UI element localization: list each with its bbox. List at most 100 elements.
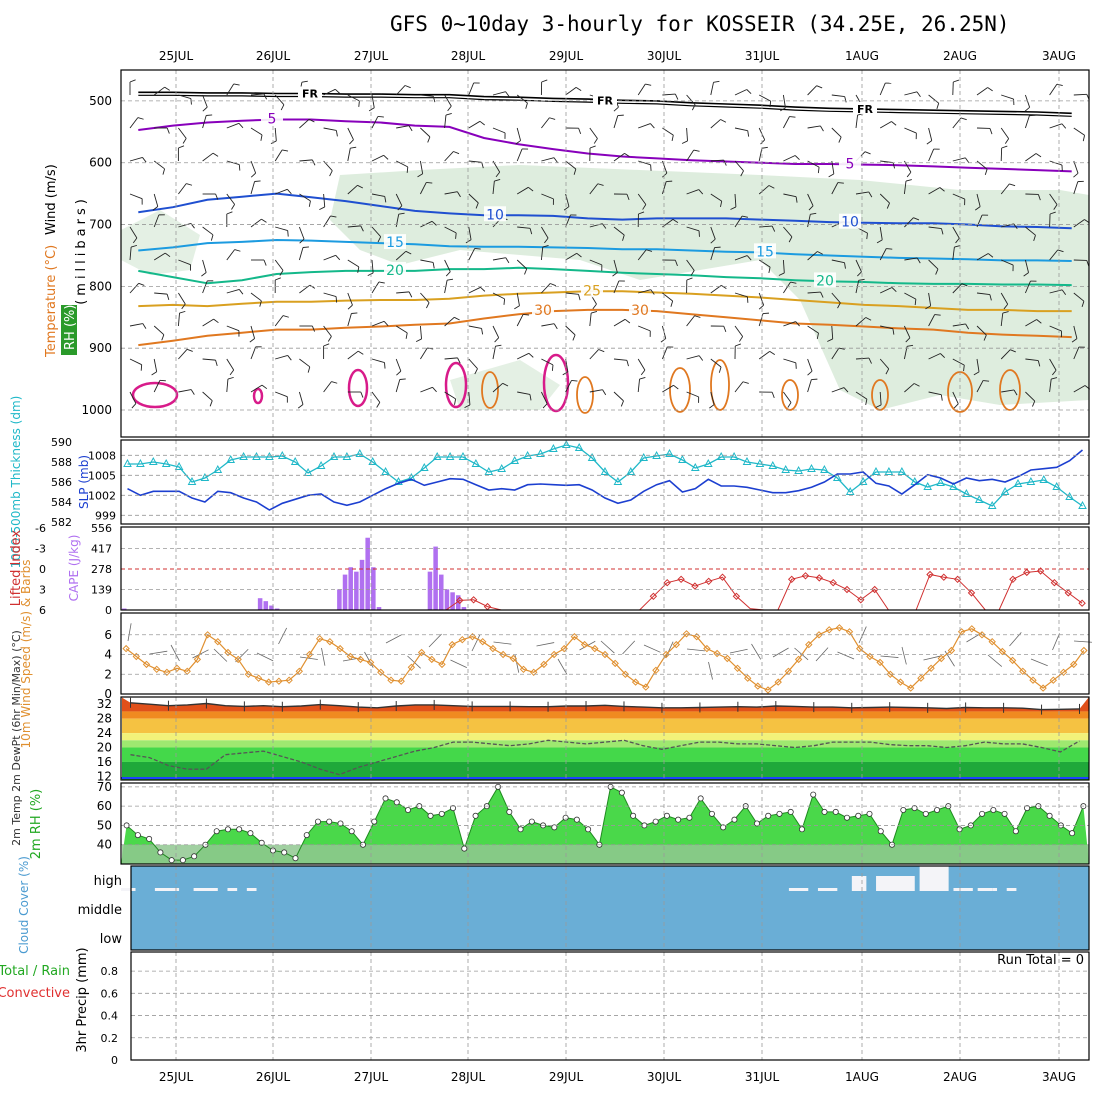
wind-speed-marker <box>387 676 395 684</box>
wind-barb <box>928 94 939 104</box>
wind-barb-flag <box>940 394 943 401</box>
wind-barb <box>807 160 820 168</box>
wind-barb-flag <box>843 387 849 393</box>
wind-barb <box>516 314 524 327</box>
cape-bar <box>427 571 433 610</box>
wind-barb-flag <box>270 140 277 145</box>
thickness-marker <box>1000 486 1010 495</box>
wind-barb <box>879 226 883 240</box>
wind-barb-flag <box>718 366 722 373</box>
wind-barb <box>928 187 941 195</box>
wind-barb-flag <box>983 334 987 341</box>
rh-marker <box>844 814 851 821</box>
temperature-line <box>130 702 1080 711</box>
wind-barb-flag <box>360 225 364 232</box>
isotherm-label-bg <box>384 261 406 277</box>
wind-barb-flag <box>417 173 423 178</box>
rh-marker <box>855 812 862 819</box>
wind-barb-flag <box>690 270 695 276</box>
wind-barb <box>637 379 641 393</box>
wind-barb-flag <box>1013 223 1018 230</box>
thickness-marker <box>897 466 907 475</box>
wind-barb <box>420 94 434 97</box>
wind-barb-flag <box>415 338 422 343</box>
isotherm-label-15: 15 <box>756 244 774 260</box>
wind-barb <box>541 226 549 239</box>
wind-barb-flag <box>227 376 234 380</box>
wind-barb <box>565 252 577 261</box>
wind-barb <box>395 160 408 168</box>
wind-barb-flag <box>989 128 993 135</box>
wind-barb-flag <box>747 130 750 137</box>
wind-barb <box>710 247 716 261</box>
wind-barb <box>928 314 936 327</box>
li-axis-label: Lifted Index <box>9 529 24 606</box>
wind-barb-flag <box>368 107 375 112</box>
wind-barb-flag <box>323 343 330 347</box>
wind-barb <box>420 220 433 228</box>
cape-tick-label: 556 <box>91 522 112 535</box>
temp-tick-label: 12 <box>97 769 112 783</box>
wind-barb-flag <box>914 299 917 306</box>
wind-barb <box>903 325 911 338</box>
rh-marker <box>506 808 513 815</box>
wind-speed-marker <box>662 650 670 659</box>
wind-barb-flag <box>626 360 629 367</box>
wind-barb-10m <box>428 633 442 648</box>
slp-tick-label: 1002 <box>88 489 116 502</box>
wind-barb <box>444 259 451 272</box>
wind-barb-flag <box>612 272 618 277</box>
wind-barb <box>637 249 647 261</box>
wind-barb <box>275 188 288 195</box>
rh-marker <box>134 832 141 839</box>
wind-barb <box>952 226 960 239</box>
date-label-top: 26JUL <box>256 49 291 63</box>
wind-barb-flag <box>445 271 451 277</box>
wind-barb <box>153 160 165 170</box>
temperature-band <box>122 761 1089 780</box>
cape-axis-label: CAPE (J/kg) <box>67 535 81 602</box>
wind-barb <box>153 252 166 261</box>
wind-barb <box>880 325 894 330</box>
slp-tick-label: 1008 <box>88 449 116 462</box>
wind-barb <box>928 353 941 360</box>
wind-barb-flag <box>720 200 723 208</box>
lifted-index-marker <box>1023 568 1031 577</box>
wind-barb <box>976 292 990 296</box>
wind-barb <box>299 159 313 162</box>
wind-barb <box>710 119 721 129</box>
wind-barb-flag <box>1061 123 1067 129</box>
wind-barb-flag <box>694 315 701 318</box>
cloud-clear-segment <box>246 888 257 891</box>
wind-barb-flag <box>780 107 786 112</box>
wind-barb <box>831 292 841 304</box>
wind-barb-flag <box>760 139 766 145</box>
wind-barb <box>831 160 835 174</box>
wind-barb <box>952 391 959 404</box>
li-tick-label: 6 <box>39 604 46 617</box>
thickness-marker <box>303 467 313 476</box>
rh-marker <box>168 857 175 864</box>
wind-barb <box>541 323 555 327</box>
wind-speed-marker <box>591 644 599 653</box>
wind-speed-marker <box>254 674 263 682</box>
wind-barb-10m <box>213 648 228 662</box>
temperature-axis-label: Temperature (°C) <box>44 245 59 358</box>
wind-barb <box>565 380 572 393</box>
wind-barb-flag <box>405 250 412 255</box>
wind-barb <box>879 391 882 405</box>
wind-barb <box>178 94 192 100</box>
thickness-marker <box>716 451 726 460</box>
wind-barb <box>758 185 770 195</box>
wind-barb-flag <box>1051 369 1057 376</box>
slp-line <box>127 449 1084 511</box>
wind-barb <box>226 122 240 129</box>
wind-barb-flag <box>769 101 772 108</box>
lifted-index-marker <box>732 592 741 601</box>
wind-barb <box>807 291 821 294</box>
wind-barb <box>468 248 476 261</box>
wind-speed-marker <box>285 676 293 684</box>
wind-barb-flag <box>447 105 452 112</box>
wind-barb <box>589 183 599 195</box>
wind-barb <box>275 354 288 360</box>
